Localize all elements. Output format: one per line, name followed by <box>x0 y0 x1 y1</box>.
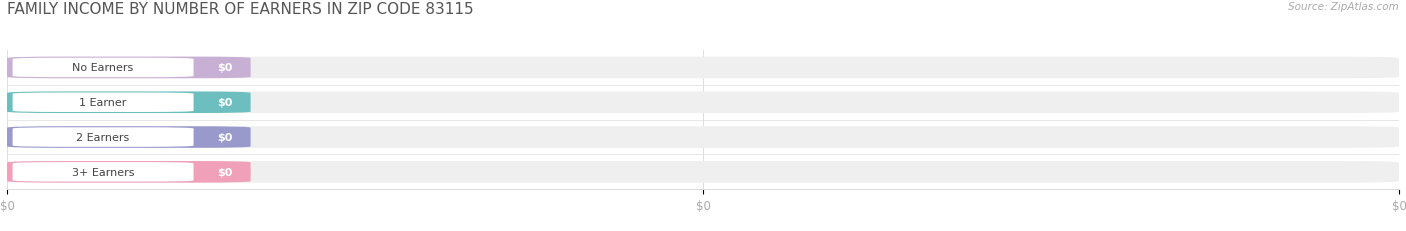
Text: $0: $0 <box>217 98 232 108</box>
Text: FAMILY INCOME BY NUMBER OF EARNERS IN ZIP CODE 83115: FAMILY INCOME BY NUMBER OF EARNERS IN ZI… <box>7 2 474 17</box>
FancyBboxPatch shape <box>7 127 1399 148</box>
Text: $0: $0 <box>217 63 232 73</box>
FancyBboxPatch shape <box>7 92 1399 113</box>
FancyBboxPatch shape <box>13 128 194 147</box>
FancyBboxPatch shape <box>7 127 250 148</box>
FancyBboxPatch shape <box>13 93 194 112</box>
FancyBboxPatch shape <box>7 161 1399 183</box>
Text: 1 Earner: 1 Earner <box>79 98 127 108</box>
FancyBboxPatch shape <box>7 58 1399 79</box>
Text: $0: $0 <box>217 167 232 177</box>
Text: 3+ Earners: 3+ Earners <box>72 167 135 177</box>
FancyBboxPatch shape <box>7 58 250 79</box>
Text: Source: ZipAtlas.com: Source: ZipAtlas.com <box>1288 2 1399 12</box>
Text: No Earners: No Earners <box>73 63 134 73</box>
FancyBboxPatch shape <box>7 92 250 113</box>
Text: 2 Earners: 2 Earners <box>76 132 129 143</box>
FancyBboxPatch shape <box>7 161 250 183</box>
FancyBboxPatch shape <box>13 58 194 78</box>
Text: $0: $0 <box>217 132 232 143</box>
FancyBboxPatch shape <box>13 162 194 182</box>
